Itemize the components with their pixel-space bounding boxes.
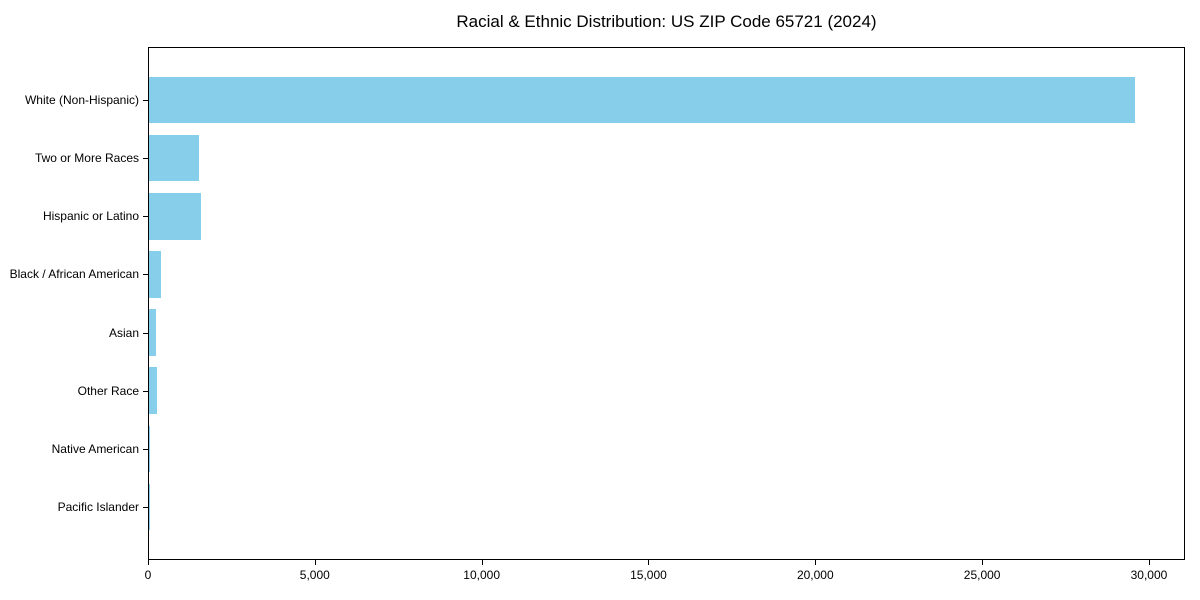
x-axis-tick-label: 25,000 bbox=[963, 568, 1001, 582]
bar bbox=[149, 76, 1135, 124]
bar-row: Other Race bbox=[78, 362, 1184, 420]
y-axis-category-label: Other Race bbox=[77, 383, 139, 398]
y-axis-tick bbox=[143, 274, 148, 276]
y-axis-tick bbox=[143, 158, 148, 160]
bar-row: Pacific Islander bbox=[58, 478, 1184, 536]
y-axis-category-label: Hispanic or Latino bbox=[42, 209, 139, 224]
x-axis-tick bbox=[648, 560, 650, 565]
bar bbox=[149, 309, 156, 356]
x-axis-tick-label: 0 bbox=[144, 568, 152, 582]
y-axis-category-label: Two or More Races bbox=[34, 151, 139, 166]
y-axis-tick bbox=[143, 216, 148, 218]
bar bbox=[149, 425, 150, 473]
x-axis-tick-label: 30,000 bbox=[1130, 568, 1168, 582]
plot-area: White (Non-Hispanic) Two or More Races His… bbox=[10, 47, 1185, 560]
chart-title: Racial & Ethnic Distribution: US ZIP Cod… bbox=[456, 12, 877, 31]
x-axis-tick-label: 5,000 bbox=[299, 568, 330, 582]
y-axis-tick bbox=[143, 390, 148, 392]
bar-row: Hispanic or Latino bbox=[43, 187, 1184, 245]
x-axis-tick bbox=[1148, 560, 1150, 565]
y-axis-category-label: Black / African American bbox=[9, 267, 139, 282]
bar bbox=[149, 134, 200, 182]
y-axis-category-label: Asian bbox=[108, 325, 139, 340]
bar-row: Asian bbox=[109, 304, 1184, 362]
bar bbox=[149, 367, 157, 414]
y-axis-tick bbox=[143, 332, 148, 334]
y-axis-category-label: Native American bbox=[51, 441, 139, 456]
bar-row: Two or More Races bbox=[35, 129, 1184, 187]
x-axis-tick-label: 20,000 bbox=[796, 568, 834, 582]
x-axis-tick bbox=[314, 560, 316, 565]
bar-row: Black / African American bbox=[10, 245, 1184, 303]
bar-row: White (Non-Hispanic) bbox=[25, 71, 1184, 129]
x-axis-tick bbox=[148, 560, 149, 565]
x-axis-tick bbox=[481, 560, 483, 565]
y-axis-category-label: White (Non-Hispanic) bbox=[24, 93, 139, 108]
bars-container: White (Non-Hispanic) Two or More Races His… bbox=[10, 71, 1184, 536]
y-axis-tick bbox=[143, 100, 148, 102]
x-axis-tick-label: 15,000 bbox=[630, 568, 667, 582]
x-axis-tick bbox=[982, 560, 984, 565]
y-axis-category-label: Pacific Islander bbox=[57, 499, 139, 514]
bar bbox=[149, 193, 201, 240]
y-axis-tick bbox=[143, 448, 148, 450]
x-axis-tick bbox=[815, 560, 817, 565]
x-axis-tick-label: 10,000 bbox=[463, 568, 500, 582]
bar-row: Native American bbox=[52, 420, 1184, 478]
x-axis: 0 5,000 10,000 15,000 20,000 25,000 30,000 bbox=[144, 560, 1185, 592]
bar bbox=[149, 251, 161, 298]
y-axis-tick bbox=[143, 506, 148, 508]
